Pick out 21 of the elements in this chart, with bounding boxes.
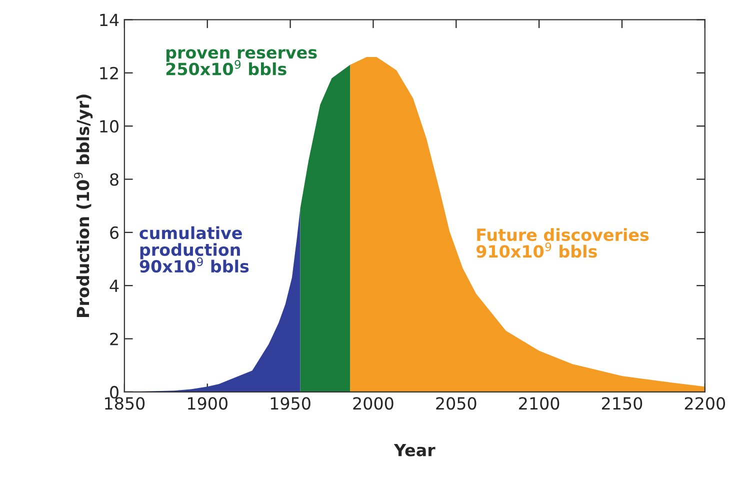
x-tick-label: 2000 bbox=[353, 397, 394, 410]
x-axis-title: Year bbox=[394, 444, 436, 456]
x-tick-label: 2100 bbox=[519, 397, 560, 410]
x-tick-label: 1950 bbox=[270, 397, 310, 410]
x-tick-label: 1850 bbox=[105, 397, 145, 410]
y-tick-label: 0 bbox=[110, 386, 118, 399]
y-tick-label: 2 bbox=[110, 332, 118, 346]
y-tick-label: 6 bbox=[110, 226, 119, 239]
series-label: proven reserves 250x10$^{9}$ bbls bbox=[166, 49, 317, 76]
y-axis-title: Production (10$^{9}$ bbls/yr) bbox=[74, 94, 93, 317]
series-label: Future discoveries 910x10$^{9}$ bbls bbox=[476, 228, 649, 258]
y-tick-label: 4 bbox=[110, 280, 119, 292]
x-tick-label: 2200 bbox=[684, 397, 726, 410]
y-tick-label: 10 bbox=[100, 120, 118, 133]
text: cumulative production 90x10$^{9}$ bbls bbox=[140, 226, 249, 273]
x-tick-label: 2050 bbox=[436, 397, 476, 410]
x-tick-label: 2150 bbox=[602, 397, 642, 410]
y-tick-label: 14 bbox=[100, 14, 119, 26]
x-tick-label: 1900 bbox=[188, 397, 228, 410]
y-tick-label: 12 bbox=[100, 66, 118, 80]
y-tick-label: 8 bbox=[110, 173, 118, 186]
